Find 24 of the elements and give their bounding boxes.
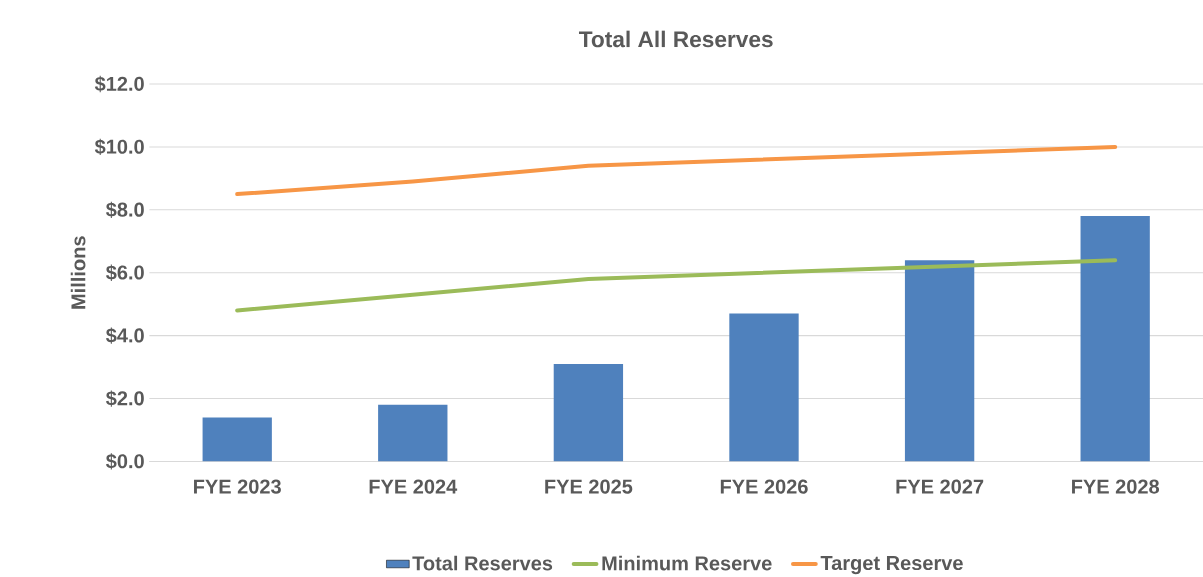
y-axis-title: Millions xyxy=(70,236,86,309)
bar xyxy=(904,259,975,462)
y-tick-label: $8.0 xyxy=(106,201,144,218)
bar xyxy=(378,404,448,462)
y-tick-label: $10.0 xyxy=(94,138,144,155)
x-tick-label: FYE 2024 xyxy=(369,479,458,494)
bar xyxy=(729,313,799,462)
x-tick-label: FYE 2028 xyxy=(1072,479,1160,494)
x-tick-label: FYE 2023 xyxy=(194,479,281,494)
y-tick-label: $2.0 xyxy=(106,390,144,407)
y-tick-label: $6.0 xyxy=(106,264,144,281)
y-tick-label: $4.0 xyxy=(106,327,144,344)
y-tick-label: $0.0 xyxy=(106,453,144,470)
legend-label: Total Reserves xyxy=(412,555,553,571)
legend-label: Minimum Reserve xyxy=(602,555,772,571)
bar xyxy=(1080,215,1150,462)
x-tick-label: FYE 2026 xyxy=(720,479,808,494)
bar xyxy=(202,417,272,462)
x-tick-label: FYE 2027 xyxy=(896,479,984,494)
x-tick-label: FYE 2025 xyxy=(545,479,633,494)
bar xyxy=(553,363,624,462)
y-tick-label: $12.0 xyxy=(94,75,144,92)
chart-title: Total All Reserves xyxy=(578,30,773,48)
legend-label: Target Reserve xyxy=(820,555,963,574)
